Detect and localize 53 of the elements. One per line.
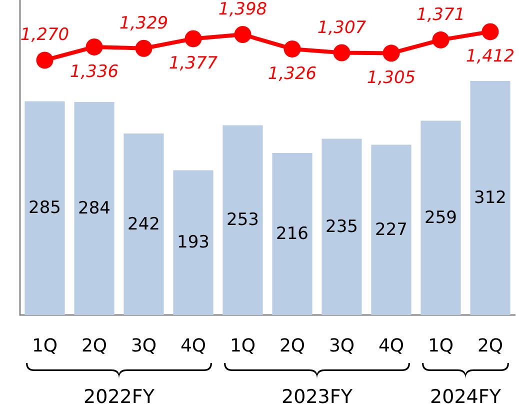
bar (222, 125, 263, 315)
data-label: 1,270 (20, 25, 70, 46)
data-label: 242 (128, 214, 160, 234)
x-tick-label: 2Q (279, 336, 306, 356)
data-label: 312 (474, 188, 506, 208)
bar (272, 153, 312, 315)
point (432, 31, 450, 48)
data-label: 1,307 (317, 18, 366, 38)
data-label: 1,412 (466, 46, 515, 67)
data-label: 193 (177, 232, 210, 253)
point (234, 26, 252, 44)
data-label: 1,305 (366, 68, 416, 88)
data-label: 253 (226, 210, 259, 230)
point (135, 40, 152, 57)
x-tick-label: 3Q (130, 336, 157, 356)
bar (371, 144, 412, 315)
bar (24, 101, 65, 315)
data-label: 235 (326, 216, 358, 237)
x-tick-label: 2Q (81, 336, 108, 356)
bar (124, 134, 164, 315)
point (482, 23, 499, 40)
x-tick-label: 1Q (428, 336, 454, 356)
data-label: 216 (276, 224, 308, 244)
data-label: 259 (424, 208, 457, 228)
point (333, 44, 350, 62)
data-label: 284 (78, 198, 110, 218)
point (36, 52, 54, 69)
bar (74, 102, 114, 315)
x-tick-label: 1Q (32, 336, 58, 356)
point (184, 30, 202, 48)
x-tick-label: 2Q (477, 336, 504, 356)
text: 2024FY (429, 386, 502, 408)
bar (470, 81, 510, 315)
bar (173, 170, 214, 315)
point (382, 44, 400, 62)
data-label: 1,371 (416, 4, 466, 25)
point (86, 38, 103, 56)
text: 2022FY (82, 386, 156, 408)
data-label: 1,329 (119, 13, 168, 34)
data-label: 1,377 (168, 54, 218, 74)
bar (322, 138, 362, 315)
data-label: 227 (375, 220, 408, 240)
data-label: 1,398 (218, 0, 268, 20)
x-tick-label: 3Q (328, 336, 355, 356)
x-tick-label: 1Q (230, 336, 256, 356)
text: 2023FY (280, 386, 354, 408)
bar (420, 120, 461, 315)
x-tick-label: 4Q (378, 336, 404, 356)
data-label: 285 (28, 198, 61, 218)
data-label: 1,326 (268, 64, 317, 84)
data-label: 1,336 (70, 62, 119, 82)
x-tick-label: 4Q (180, 336, 206, 356)
point (284, 40, 301, 58)
